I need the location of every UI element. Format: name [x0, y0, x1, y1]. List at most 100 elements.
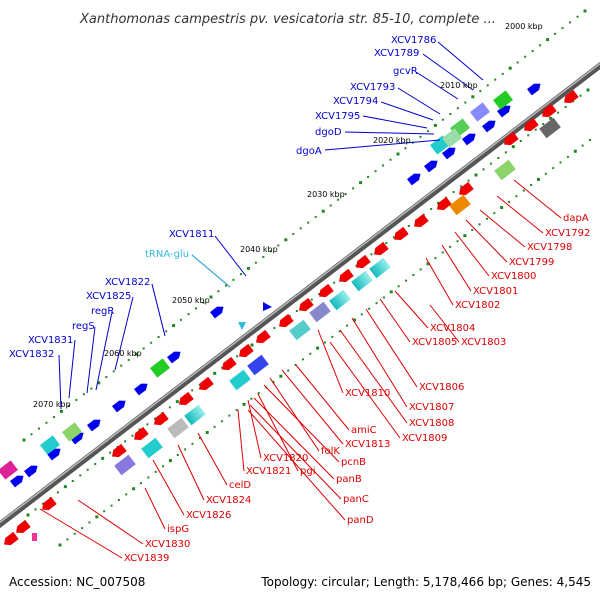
minus-gene-shape	[504, 131, 519, 146]
tick-dot	[250, 397, 253, 400]
tick-dot	[299, 227, 302, 230]
minus-gene-shape	[154, 411, 169, 426]
gene-label: XCV1810	[345, 388, 390, 399]
leader-line	[397, 87, 441, 115]
tick-dot	[66, 538, 69, 541]
tick-dot	[175, 400, 179, 404]
tick-dot	[581, 144, 584, 147]
tick-dot	[389, 290, 393, 294]
tick-dot	[284, 238, 288, 242]
gene-label: XCV1811	[169, 229, 214, 240]
gene-label: XCV1826	[186, 510, 231, 521]
minus-gene	[542, 103, 557, 118]
tick-dot	[198, 437, 201, 440]
cds-block	[62, 422, 82, 442]
cds-block	[167, 417, 189, 439]
tick-dot	[511, 145, 515, 149]
minus-gene-shape	[437, 196, 452, 211]
minus-gene	[339, 268, 354, 283]
minus-gene	[154, 411, 169, 426]
tick-dot	[554, 32, 557, 35]
leader-line	[247, 409, 346, 521]
minus-gene	[356, 254, 371, 269]
tick-dot	[262, 255, 265, 258]
leader-line	[237, 409, 245, 472]
gene-label: pgi	[300, 466, 315, 477]
tick-dot	[105, 376, 108, 379]
plus-gene	[263, 302, 272, 311]
cds-block	[150, 358, 170, 378]
gene-label: XCV1786	[391, 35, 436, 46]
minus-gene-shape	[414, 213, 429, 228]
tick-dot	[329, 204, 332, 207]
plus-gene	[134, 383, 148, 396]
plus-gene	[462, 133, 476, 146]
map-title: Xanthomonas campestris pv. vesicatoria s…	[79, 12, 496, 27]
trna-glu-marker	[238, 322, 246, 330]
tick-dot	[426, 130, 429, 133]
cds-block-shape	[247, 354, 269, 376]
tick-dot	[97, 381, 101, 385]
tick-dot	[474, 173, 478, 177]
leader-line	[295, 364, 350, 431]
cds-block	[470, 102, 490, 122]
tick-dot	[397, 285, 400, 288]
minus-gene	[524, 117, 539, 132]
gene-label: XCV1822	[105, 277, 150, 288]
plus-gene	[407, 173, 421, 186]
tick-dot	[287, 369, 290, 372]
plus-gene-shape	[462, 133, 476, 146]
gene-label: dgoD	[315, 127, 342, 138]
leader-line	[269, 377, 320, 452]
tick-dot	[382, 296, 385, 299]
tick-dot	[176, 454, 179, 456]
minus-gene	[199, 376, 214, 391]
cds-block-shape	[184, 404, 206, 426]
tick-dot	[153, 417, 156, 420]
cds-block	[369, 257, 391, 279]
cds-block-shape	[114, 454, 136, 476]
leader-line	[77, 499, 144, 545]
tick-dot	[257, 392, 260, 395]
tick-dot	[478, 223, 481, 226]
gene-label: XCV1799	[509, 257, 554, 268]
tick-dot	[389, 158, 392, 161]
tick-dot	[527, 134, 530, 137]
tick-dot	[441, 118, 444, 121]
tick-dot	[213, 371, 217, 375]
gene-label: XCV1825	[86, 291, 131, 302]
minus-gene-shape	[356, 254, 371, 269]
tick-dot	[168, 459, 172, 463]
plus-gene-shape	[482, 120, 496, 133]
leader-line	[249, 404, 342, 500]
minus-gene	[222, 356, 237, 371]
gene-label: pcnB	[341, 457, 366, 468]
plus-gene-shape	[167, 351, 181, 364]
minus-gene-shape	[339, 268, 354, 283]
minus-gene	[504, 131, 519, 146]
tick-dot	[539, 44, 542, 47]
tick-dot	[228, 414, 231, 417]
plus-gene	[112, 400, 126, 413]
tick-dot	[508, 66, 512, 70]
minus-gene	[179, 391, 194, 406]
tick-dot	[464, 101, 467, 104]
cds-block-shape	[150, 358, 170, 378]
tick-dot	[110, 504, 113, 507]
tick-dot	[191, 389, 194, 392]
leader-line	[86, 326, 96, 394]
cds-block	[329, 289, 351, 311]
tick-dot	[433, 123, 437, 127]
tick-dot	[449, 245, 452, 248]
gene-label: XCV1813	[345, 439, 390, 450]
minus-gene-shape	[179, 391, 194, 406]
leader-line	[144, 487, 166, 530]
plus-gene	[424, 160, 438, 173]
tick-dot	[134, 352, 138, 356]
tick-dot	[531, 50, 534, 53]
leader-line	[95, 311, 113, 391]
tick-dot	[127, 358, 130, 361]
minus-gene-shape	[42, 496, 57, 511]
tick-dot	[557, 111, 560, 114]
leader-line	[351, 317, 408, 408]
